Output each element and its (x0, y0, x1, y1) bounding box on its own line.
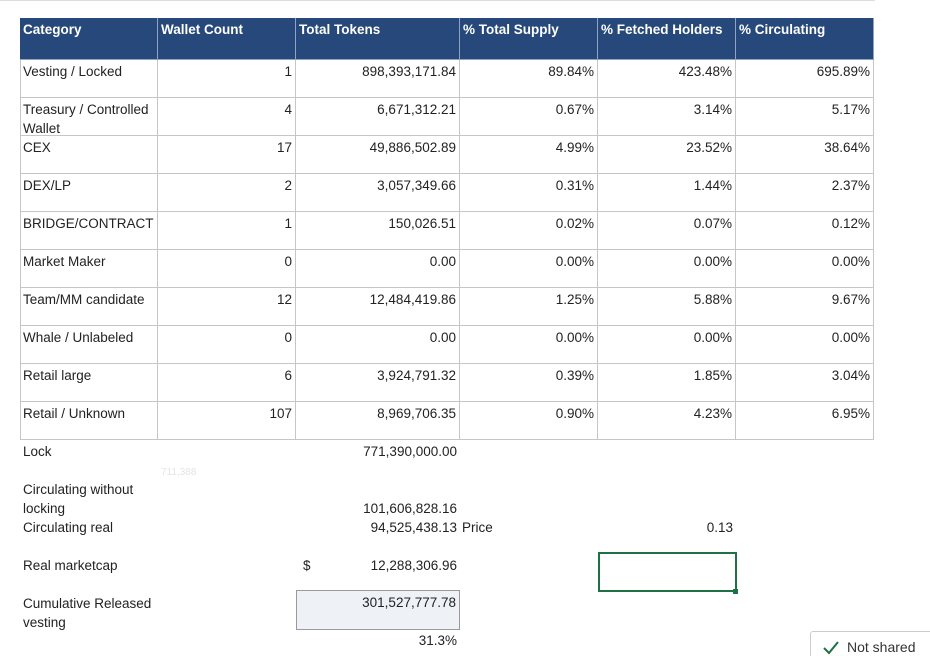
selected-cell[interactable] (598, 552, 737, 592)
cell: 0.00 (296, 250, 460, 288)
cell: 0.07% (598, 212, 736, 250)
cell: 12 (158, 288, 296, 326)
row-label: Team/MM candidate (20, 288, 158, 326)
cell: 3.04% (736, 364, 874, 402)
row-label: Market Maker (20, 250, 158, 288)
cell: 17 (158, 136, 296, 174)
cell: 23.52% (598, 136, 736, 174)
row-label: DEX/LP (20, 174, 158, 212)
cell: 0.00% (736, 326, 874, 364)
cell: 0.00 (296, 326, 460, 364)
top-border (0, 0, 875, 1)
cell: 5.88% (598, 288, 736, 326)
price-value: 0.13 (706, 520, 733, 535)
cell: 3,057,349.66 (296, 174, 460, 212)
check-icon (823, 641, 839, 655)
cell: 1.44% (598, 174, 736, 212)
header-cell: Category (20, 18, 158, 60)
cumulative-percent: 31.3% (418, 633, 457, 648)
lock-label: Lock (23, 444, 52, 459)
cell: 2.37% (736, 174, 874, 212)
cumulative-value: 301,527,777.78 (296, 590, 460, 630)
cell: 1.25% (460, 288, 598, 326)
row-label: Vesting / Locked (20, 60, 158, 98)
cell: 6,671,312.21 (296, 98, 460, 136)
cell: 38.64% (736, 136, 874, 174)
cell: 0.00% (460, 326, 598, 364)
cell: 0.31% (460, 174, 598, 212)
row-label: Whale / Unlabeled (20, 326, 158, 364)
cell: 3,924,791.32 (296, 364, 460, 402)
cell: 0.00% (736, 250, 874, 288)
fill-handle[interactable] (733, 589, 738, 594)
marketcap-label: Real marketcap (23, 558, 118, 573)
ghost-text: 711,388 (161, 467, 197, 478)
cell: 6.95% (736, 402, 874, 440)
cell: 0.12% (736, 212, 874, 250)
cell: 0.00% (598, 326, 736, 364)
marketcap-value: 12,288,306.96 (370, 558, 457, 573)
row-label: Treasury / Controlled Wallet (20, 98, 158, 136)
cell: 12,484,419.86 (296, 288, 460, 326)
circ-label: Circulating without locking (23, 482, 134, 516)
share-status[interactable]: Not shared (810, 631, 930, 656)
cell: 4.23% (598, 402, 736, 440)
cell: 49,886,502.89 (296, 136, 460, 174)
cell: 1 (158, 60, 296, 98)
cell: 0.67% (460, 98, 598, 136)
price-label: Price (462, 520, 493, 535)
cell: 3.14% (598, 98, 736, 136)
currency: $ (303, 558, 311, 573)
cell: 2 (158, 174, 296, 212)
cell: 107 (158, 402, 296, 440)
header-cell: % Fetched Holders (598, 18, 736, 60)
row-label: CEX (20, 136, 158, 174)
cumulative-label: Cumulative Released vesting (23, 596, 152, 630)
cell: 6 (158, 364, 296, 402)
cell: 1.85% (598, 364, 736, 402)
row-label: Retail large (20, 364, 158, 402)
cell: 150,026.51 (296, 212, 460, 250)
cell: 0.00% (598, 250, 736, 288)
circ-real-label: Circulating real (23, 520, 114, 535)
cell: 898,393,171.84 (296, 60, 460, 98)
status-text: Not shared (847, 639, 916, 655)
cell: 695.89% (736, 60, 874, 98)
cell: 0.90% (460, 402, 598, 440)
cell: 0.02% (460, 212, 598, 250)
grid-left-edge (20, 60, 21, 440)
row-label: BRIDGE/CONTRACT (20, 212, 158, 250)
cell: 5.17% (736, 98, 874, 136)
cell: 9.67% (736, 288, 874, 326)
cell: 1 (158, 212, 296, 250)
header-cell: Total Tokens (296, 18, 460, 60)
cell: 4.99% (460, 136, 598, 174)
row-label: Retail / Unknown (20, 402, 158, 440)
cell: 4 (158, 98, 296, 136)
circ-value: 101,606,828.16 (363, 501, 457, 516)
cell: 8,969,706.35 (296, 402, 460, 440)
cell: 0.00% (460, 250, 598, 288)
cell: 0.39% (460, 364, 598, 402)
lock-value: 771,390,000.00 (363, 444, 457, 459)
cell: 89.84% (460, 60, 598, 98)
cell: 0 (158, 326, 296, 364)
header-cell: Wallet Count (158, 18, 296, 60)
header-cell: % Total Supply (460, 18, 598, 60)
cell: 0 (158, 250, 296, 288)
header-cell: % Circulating (736, 18, 874, 60)
cell: 423.48% (598, 60, 736, 98)
circ-real-value: 94,525,438.13 (370, 520, 457, 535)
